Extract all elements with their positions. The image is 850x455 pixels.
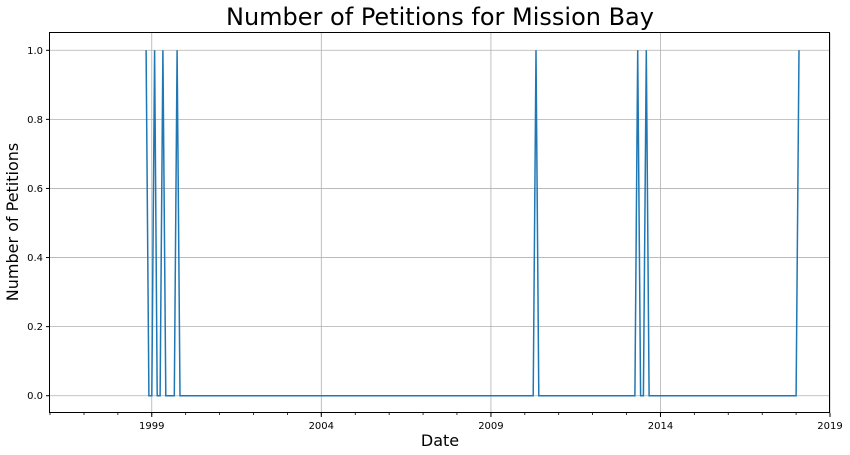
y-axis-ticks: 0.0 0.2 0.4 0.6 0.8 1.0: [27, 46, 50, 402]
x-tick-label: 2014: [648, 421, 673, 432]
y-tick-label: 1.0: [27, 46, 43, 57]
y-tick-label: 0.2: [27, 322, 43, 333]
y-tick-label: 0.4: [27, 253, 43, 264]
series-line: [145, 50, 800, 397]
x-tick-label: 2009: [478, 421, 503, 432]
y-tick-label: 0.6: [27, 184, 43, 195]
y-axis-label: Number of Petitions: [3, 143, 22, 302]
chart-title: Number of Petitions for Mission Bay: [226, 3, 654, 31]
x-axis-label: Date: [421, 431, 459, 450]
y-tick-label: 0.0: [27, 391, 43, 402]
grid-lines: [50, 33, 831, 413]
x-tick-label: 1999: [139, 421, 164, 432]
plot-frame: [49, 32, 830, 413]
x-tick-label: 2019: [817, 421, 842, 432]
x-tick-label: 2004: [309, 421, 334, 432]
x-axis-ticks: 1999 2004 2009 2014 2019: [49, 413, 843, 432]
y-tick-label: 0.8: [27, 115, 43, 126]
